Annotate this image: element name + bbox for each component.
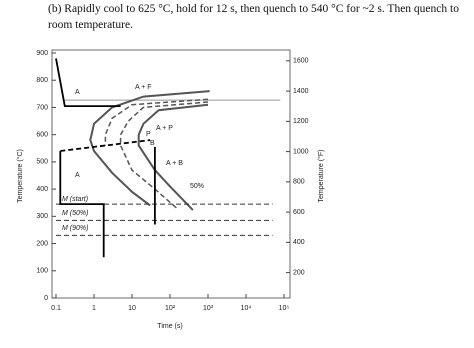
- annotation: A: [75, 172, 80, 179]
- curve: [60, 139, 151, 152]
- y2-tick-label: 200: [293, 269, 305, 276]
- x-tick-label: 1: [92, 305, 96, 312]
- plot-frame: [51, 49, 291, 299]
- curve: [59, 151, 105, 258]
- y2-tick-label: 1000: [293, 148, 309, 155]
- question-line: room temperature.: [48, 19, 133, 31]
- annotation: A + F: [135, 84, 152, 91]
- x-tick-label: 10: [128, 305, 136, 312]
- y-tick-label: 300: [36, 213, 48, 220]
- x-tick-label: 10²: [165, 305, 176, 312]
- y2-tick-label: 800: [293, 179, 305, 186]
- annotation: 50%: [190, 183, 204, 190]
- x-tick-label: 10⁴: [241, 305, 252, 312]
- y-tick-label: 100: [36, 268, 48, 275]
- y-tick-label: 900: [36, 50, 48, 57]
- x-tick-label: 10⁵: [279, 305, 290, 312]
- question: (b) Rapidly cool to 625 °C, hold for 12 …: [48, 1, 459, 33]
- question-line: (b) Rapidly cool to 625 °C, hold for 12 …: [48, 3, 459, 15]
- curve: [137, 103, 209, 211]
- annotation: M (90%): [62, 225, 88, 232]
- x-tick-label: 10³: [203, 305, 214, 312]
- annotation: A + P: [156, 125, 173, 132]
- curve: [89, 90, 210, 207]
- y-tick-label: 400: [36, 186, 48, 193]
- y-tick-label: 200: [36, 240, 48, 247]
- y-axis-label: Temperature (°C): [16, 149, 24, 203]
- x-tick-label: 0.1: [51, 305, 61, 312]
- y2-tick-label: 1600: [293, 58, 309, 65]
- annotation: B: [150, 140, 155, 147]
- annotation: A + B: [166, 160, 183, 167]
- y-tick-label: 700: [36, 104, 48, 111]
- annotation: A: [75, 89, 80, 96]
- annotation: M (start): [62, 196, 88, 203]
- y2-tick-label: 400: [293, 239, 305, 246]
- x-axis-label: Time (s): [157, 323, 182, 330]
- curve: [119, 101, 209, 209]
- curve: [55, 58, 121, 107]
- y-tick-label: 800: [36, 77, 48, 84]
- curve: [104, 98, 209, 146]
- y2-tick-label: 600: [293, 209, 305, 216]
- y-tick-label: 500: [36, 159, 48, 166]
- y2-axis-label: Temperature (°F): [317, 150, 325, 203]
- annotation: M (50%): [62, 210, 88, 217]
- y-tick-label: 600: [36, 132, 48, 139]
- y-tick-label: 0: [44, 295, 48, 302]
- y2-tick-label: 1200: [293, 118, 309, 125]
- y2-tick-label: 1400: [293, 88, 309, 95]
- annotation: P: [146, 131, 151, 138]
